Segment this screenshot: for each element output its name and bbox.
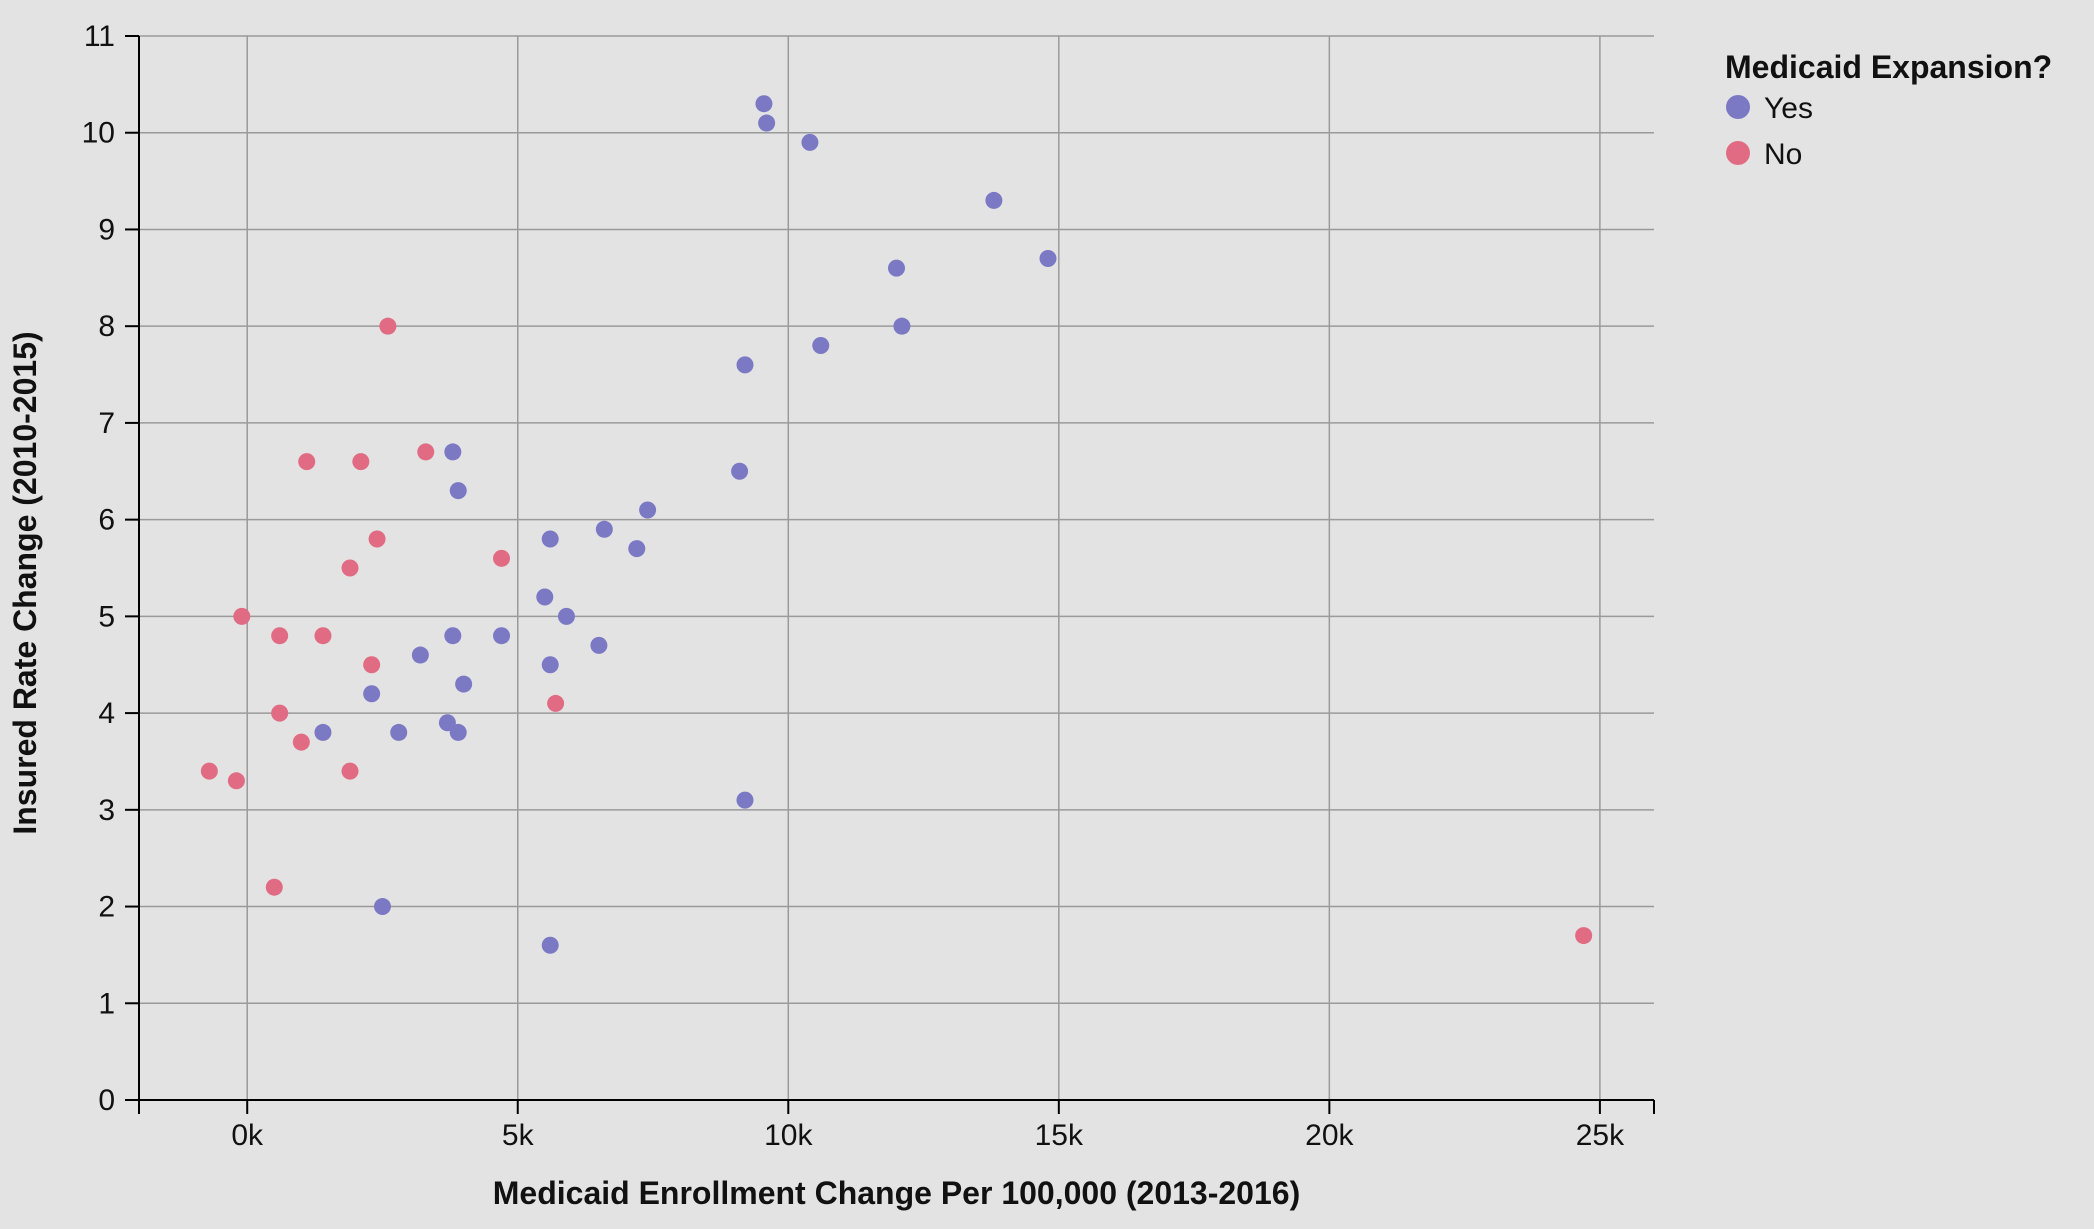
grid-lines <box>139 35 1654 1101</box>
data-point-yes <box>438 714 456 732</box>
data-point-yes <box>801 133 819 151</box>
data-point-yes <box>755 95 773 113</box>
data-point-yes <box>449 482 467 500</box>
data-point-no <box>368 530 386 548</box>
data-point-yes <box>314 723 332 741</box>
data-point-yes <box>758 114 776 132</box>
data-point-yes <box>444 627 462 645</box>
data-point-no <box>233 607 251 625</box>
data-point-yes <box>639 501 657 519</box>
data-point-no <box>363 656 381 674</box>
y-tick-label: 8 <box>98 310 115 343</box>
y-tick-label: 9 <box>98 213 115 246</box>
data-point-no <box>298 453 316 471</box>
data-point-yes <box>736 791 754 809</box>
x-axis-title: Medicaid Enrollment Change Per 100,000 (… <box>493 1175 1300 1211</box>
data-point-yes <box>541 530 559 548</box>
data-point-no <box>1575 927 1593 945</box>
y-tick-label: 2 <box>98 891 115 924</box>
data-point-yes <box>390 723 408 741</box>
legend-items: Yes No <box>1726 92 1813 171</box>
data-point-no <box>493 549 511 567</box>
data-point-yes <box>595 520 613 538</box>
data-point-no <box>200 762 218 780</box>
x-tick-label: 15k <box>1035 1119 1084 1152</box>
x-tick-label: 0k <box>231 1119 264 1152</box>
y-tick-label: 10 <box>82 117 115 150</box>
data-point-no <box>352 453 370 471</box>
data-point-yes <box>736 356 754 374</box>
data-point-yes <box>812 337 830 355</box>
data-point-yes <box>363 685 381 703</box>
legend: Medicaid Expansion? Yes No <box>1725 49 2052 171</box>
data-point-yes <box>455 675 473 693</box>
data-point-yes <box>541 936 559 954</box>
data-point-no <box>265 878 283 896</box>
data-point-yes <box>557 607 575 625</box>
legend-title: Medicaid Expansion? <box>1725 49 2052 85</box>
x-tick-label: 5k <box>502 1119 535 1152</box>
legend-label-yes: Yes <box>1764 92 1813 125</box>
data-point-no <box>417 443 435 461</box>
x-tick-label: 20k <box>1305 1119 1354 1152</box>
data-point-yes <box>985 191 1003 209</box>
axes: 0 1 2 3 4 5 6 7 8 9 10 11 0k 5k 10k 15k 20k 25k <box>82 20 1655 1152</box>
y-tick-label: 3 <box>98 794 115 827</box>
data-point-no <box>379 317 397 335</box>
data-point-no <box>292 733 310 751</box>
x-tick-label: 10k <box>764 1119 813 1152</box>
legend-swatch-yes <box>1726 95 1750 119</box>
data-point-no <box>341 762 359 780</box>
data-point-yes <box>888 259 905 277</box>
data-point-yes <box>449 723 467 741</box>
data-point-yes <box>536 588 554 606</box>
data-point-yes <box>1039 249 1057 267</box>
data-point-no <box>341 559 359 577</box>
data-point-yes <box>444 443 462 461</box>
y-tick-label: 0 <box>98 1084 115 1117</box>
data-point-no <box>547 694 565 712</box>
data-point-no <box>271 627 289 645</box>
y-tick-label: 1 <box>98 987 115 1020</box>
y-tick-label: 7 <box>98 407 115 440</box>
data-points <box>200 95 1593 954</box>
data-point-no <box>271 704 289 722</box>
data-point-yes <box>373 898 391 916</box>
legend-swatch-no <box>1726 141 1750 165</box>
data-point-yes <box>731 462 749 480</box>
data-point-yes <box>590 636 608 654</box>
data-point-yes <box>893 317 911 335</box>
y-axis-title: Insured Rate Change (2010-2015) <box>7 331 43 834</box>
data-point-yes <box>541 656 559 674</box>
data-point-yes <box>493 627 511 645</box>
y-tick-label: 5 <box>98 600 115 633</box>
legend-label-no: No <box>1764 138 1802 171</box>
data-point-yes <box>628 540 646 558</box>
y-tick-label: 6 <box>98 504 115 537</box>
y-tick-label: 11 <box>84 20 115 53</box>
data-point-no <box>227 772 245 790</box>
data-point-no <box>314 627 332 645</box>
data-point-yes <box>411 646 429 664</box>
y-tick-label: 4 <box>98 697 115 730</box>
x-tick-label: 25k <box>1576 1119 1625 1152</box>
